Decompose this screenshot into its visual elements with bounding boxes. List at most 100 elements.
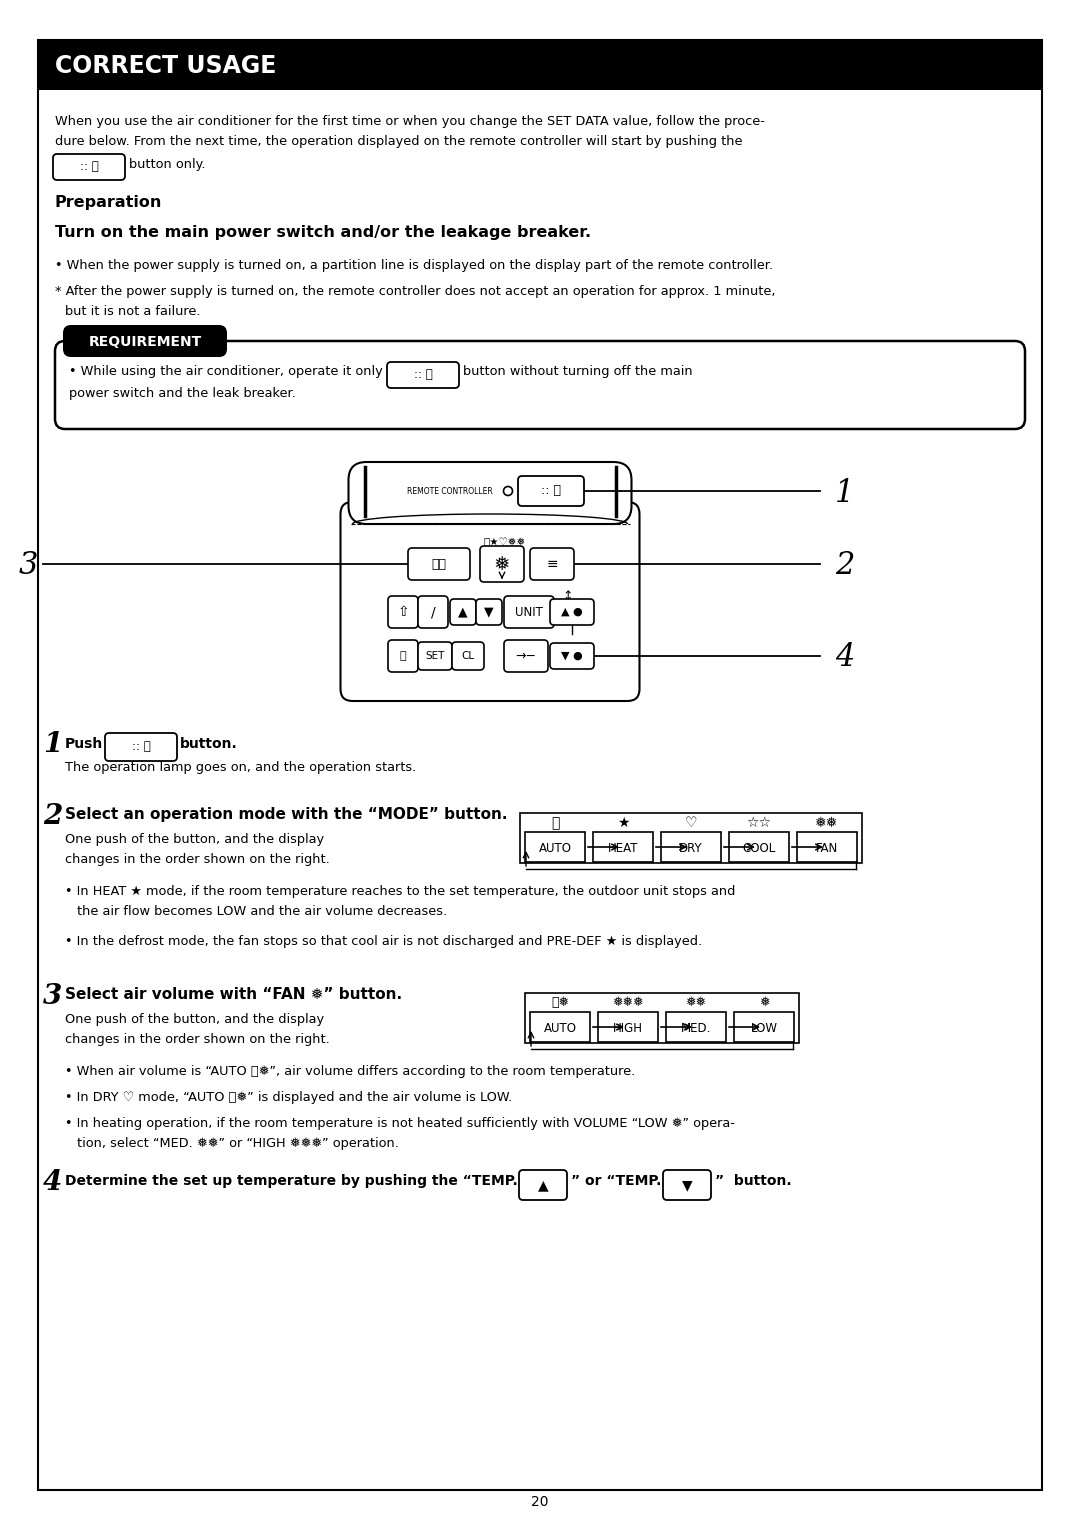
Text: ”  button.: ” button. bbox=[715, 1174, 792, 1188]
FancyBboxPatch shape bbox=[38, 40, 1042, 90]
Text: ▼ ●: ▼ ● bbox=[562, 651, 583, 660]
Text: CORRECT USAGE: CORRECT USAGE bbox=[55, 53, 276, 78]
Text: ↕: ↕ bbox=[563, 590, 573, 602]
Text: Ⓐ❅: Ⓐ❅ bbox=[551, 996, 569, 1010]
FancyBboxPatch shape bbox=[530, 547, 573, 580]
Text: the air flow becomes LOW and the air volume decreases.: the air flow becomes LOW and the air vol… bbox=[77, 904, 447, 918]
Text: ⇧: ⇧ bbox=[397, 605, 409, 619]
Text: ▼: ▼ bbox=[681, 1177, 692, 1193]
Text: REQUIREMENT: REQUIREMENT bbox=[89, 336, 202, 349]
Text: 3: 3 bbox=[18, 551, 38, 581]
FancyBboxPatch shape bbox=[418, 642, 453, 669]
Text: DRY: DRY bbox=[679, 842, 703, 854]
Text: ★: ★ bbox=[617, 816, 630, 830]
FancyBboxPatch shape bbox=[349, 462, 632, 525]
FancyBboxPatch shape bbox=[387, 361, 459, 387]
FancyBboxPatch shape bbox=[797, 833, 858, 862]
Text: /: / bbox=[431, 605, 435, 619]
Text: tion, select “MED. ❅❅” or “HIGH ❅❅❅” operation.: tion, select “MED. ❅❅” or “HIGH ❅❅❅” ope… bbox=[77, 1138, 399, 1150]
Text: • In heating operation, if the room temperature is not heated sufficiently with : • In heating operation, if the room temp… bbox=[65, 1116, 734, 1130]
Text: button.: button. bbox=[180, 737, 238, 750]
Text: Determine the set up temperature by pushing the “TEMP.: Determine the set up temperature by push… bbox=[65, 1174, 517, 1188]
Text: ▲: ▲ bbox=[458, 605, 468, 619]
FancyBboxPatch shape bbox=[340, 502, 639, 702]
Text: One push of the button, and the display: One push of the button, and the display bbox=[65, 833, 324, 846]
Text: :: ⏻: :: ⏻ bbox=[80, 160, 98, 174]
Text: ☆☆: ☆☆ bbox=[746, 816, 771, 830]
FancyBboxPatch shape bbox=[734, 1013, 794, 1042]
Text: Turn on the main power switch and/or the leakage breaker.: Turn on the main power switch and/or the… bbox=[55, 226, 591, 239]
FancyBboxPatch shape bbox=[453, 642, 484, 669]
Text: ❅❅: ❅❅ bbox=[815, 816, 839, 830]
Text: COOL: COOL bbox=[742, 842, 775, 854]
FancyBboxPatch shape bbox=[550, 599, 594, 625]
FancyBboxPatch shape bbox=[525, 833, 585, 862]
FancyBboxPatch shape bbox=[729, 833, 789, 862]
Text: ▲ ●: ▲ ● bbox=[562, 607, 583, 618]
Text: • In DRY ♡ mode, “AUTO Ⓐ❅” is displayed and the air volume is LOW.: • In DRY ♡ mode, “AUTO Ⓐ❅” is displayed … bbox=[65, 1090, 512, 1104]
Text: but it is not a failure.: but it is not a failure. bbox=[65, 305, 201, 319]
Text: button without turning off the main: button without turning off the main bbox=[463, 364, 692, 378]
FancyBboxPatch shape bbox=[450, 599, 476, 625]
Text: FAN: FAN bbox=[815, 842, 838, 854]
Text: changes in the order shown on the right.: changes in the order shown on the right. bbox=[65, 852, 329, 866]
Text: Ⓐ: Ⓐ bbox=[551, 816, 559, 830]
Text: :: ⏻: :: ⏻ bbox=[541, 485, 561, 497]
FancyBboxPatch shape bbox=[661, 833, 721, 862]
FancyBboxPatch shape bbox=[598, 1013, 658, 1042]
FancyBboxPatch shape bbox=[65, 339, 225, 345]
FancyBboxPatch shape bbox=[504, 596, 554, 628]
Text: HIGH: HIGH bbox=[613, 1022, 643, 1034]
Text: ⧉: ⧉ bbox=[400, 651, 406, 660]
Text: • In HEAT ★ mode, if the room temperature reaches to the set temperature, the ou: • In HEAT ★ mode, if the room temperatur… bbox=[65, 884, 735, 898]
Text: 2: 2 bbox=[43, 804, 63, 831]
Text: * After the power supply is turned on, the remote controller does not accept an : * After the power supply is turned on, t… bbox=[55, 285, 775, 297]
Text: ❅: ❅ bbox=[494, 555, 510, 573]
Text: power switch and the leak breaker.: power switch and the leak breaker. bbox=[69, 387, 296, 400]
Text: ” or “TEMP.: ” or “TEMP. bbox=[571, 1174, 661, 1188]
FancyBboxPatch shape bbox=[518, 476, 584, 506]
Text: 4: 4 bbox=[835, 642, 854, 674]
FancyBboxPatch shape bbox=[408, 547, 470, 580]
Text: →−: →− bbox=[515, 650, 537, 662]
Text: MED.: MED. bbox=[680, 1022, 712, 1034]
Text: Preparation: Preparation bbox=[55, 195, 162, 210]
Text: REMOTE CONTROLLER: REMOTE CONTROLLER bbox=[407, 486, 492, 496]
Text: The operation lamp goes on, and the operation starts.: The operation lamp goes on, and the oper… bbox=[65, 761, 416, 775]
Text: 4: 4 bbox=[43, 1168, 63, 1196]
Text: When you use the air conditioner for the first time or when you change the SET D: When you use the air conditioner for the… bbox=[55, 114, 765, 128]
Text: ▲: ▲ bbox=[538, 1177, 549, 1193]
Text: button only.: button only. bbox=[129, 159, 205, 171]
Text: AUTO: AUTO bbox=[543, 1022, 577, 1034]
FancyBboxPatch shape bbox=[525, 993, 799, 1043]
FancyBboxPatch shape bbox=[38, 40, 1042, 1490]
Text: ❅❅❅: ❅❅❅ bbox=[612, 996, 644, 1010]
Text: • When air volume is “AUTO Ⓐ❅”, air volume differs according to the room tempera: • When air volume is “AUTO Ⓐ❅”, air volu… bbox=[65, 1064, 635, 1078]
FancyBboxPatch shape bbox=[63, 325, 227, 357]
FancyBboxPatch shape bbox=[53, 154, 125, 180]
FancyBboxPatch shape bbox=[504, 640, 548, 673]
Text: • When the power supply is turned on, a partition line is displayed on the displ: • When the power supply is turned on, a … bbox=[55, 259, 773, 271]
Text: Select air volume with “FAN ❅” button.: Select air volume with “FAN ❅” button. bbox=[65, 987, 402, 1002]
Text: 1: 1 bbox=[835, 477, 854, 508]
Text: LOW: LOW bbox=[751, 1022, 778, 1034]
FancyBboxPatch shape bbox=[530, 1013, 590, 1042]
Text: ≡: ≡ bbox=[546, 557, 557, 570]
Text: ❅❅: ❅❅ bbox=[686, 996, 706, 1010]
FancyBboxPatch shape bbox=[418, 596, 448, 628]
Text: :: ⏻: :: ⏻ bbox=[414, 369, 432, 381]
Text: ▼: ▼ bbox=[484, 605, 494, 619]
Text: CL: CL bbox=[461, 651, 474, 660]
Text: 1: 1 bbox=[43, 732, 63, 758]
Text: 3: 3 bbox=[43, 984, 63, 1011]
FancyBboxPatch shape bbox=[550, 644, 594, 669]
Text: 20: 20 bbox=[531, 1494, 549, 1510]
Text: Push: Push bbox=[65, 737, 104, 750]
Text: Ⓐ★♡❅❅: Ⓐ★♡❅❅ bbox=[484, 537, 526, 547]
Text: 2: 2 bbox=[835, 551, 854, 581]
Text: SET: SET bbox=[426, 651, 445, 660]
Text: • While using the air conditioner, operate it only with: • While using the air conditioner, opera… bbox=[69, 364, 415, 378]
FancyBboxPatch shape bbox=[519, 1170, 567, 1200]
FancyBboxPatch shape bbox=[388, 596, 418, 628]
Text: HEAT: HEAT bbox=[608, 842, 638, 854]
